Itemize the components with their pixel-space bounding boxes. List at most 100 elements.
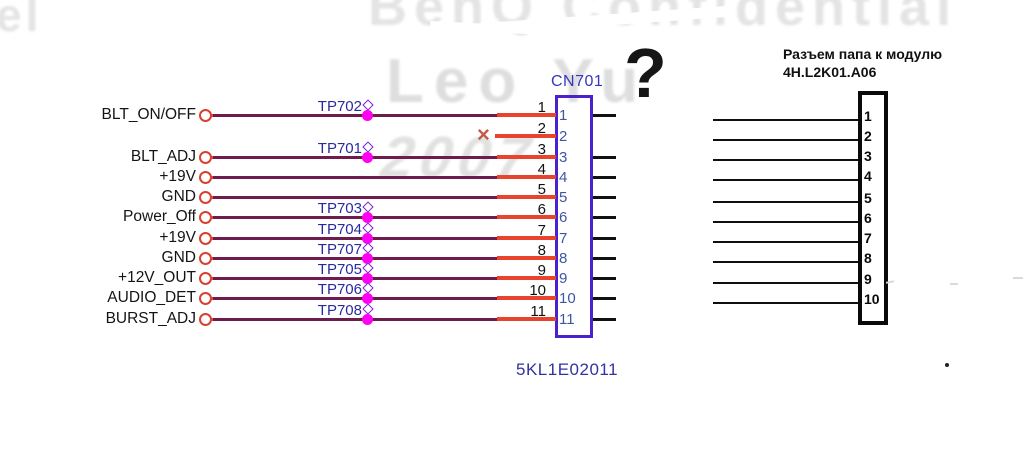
module-connector-box: [858, 91, 888, 325]
pin-number-inside-4: 4: [559, 169, 568, 186]
net-label-pin-11: BURST_ADJ: [105, 310, 196, 327]
module-pin-number-7: 7: [864, 230, 872, 246]
testpoint-node-dot: [362, 110, 373, 121]
watermark-fragment: el: [0, 0, 43, 41]
wire-dark-segment-pin-3: [213, 155, 497, 159]
wire-red-segment-pin-6: [497, 215, 556, 219]
module-pin-line-6: [713, 220, 858, 224]
pin-stub-pin-7: [593, 236, 616, 240]
testpoint-diamond-icon: [362, 141, 374, 153]
testpoint-node-dot: [362, 212, 373, 223]
testpoint-label-tp708: TP708: [317, 302, 362, 319]
testpoint-label-tp701: TP701: [317, 140, 362, 157]
wire-dark-segment-pin-1: [213, 113, 497, 117]
pin-number-outside-5: 5: [537, 181, 546, 198]
wire-dark-segment-pin-7: [213, 236, 497, 240]
module-pin-number-10: 10: [864, 291, 880, 307]
wire-red-segment-pin-3: [497, 155, 556, 159]
testpoint-label-tp705: TP705: [317, 261, 362, 278]
pin-number-outside-6: 6: [537, 201, 546, 218]
pin-stub-pin-5: [593, 195, 616, 199]
pin-number-inside-7: 7: [559, 230, 568, 247]
module-pin-number-2: 2: [864, 128, 872, 144]
testpoint-diamond-icon: [362, 303, 374, 315]
pin-number-inside-6: 6: [559, 209, 568, 226]
pin-stub-pin-9: [593, 276, 616, 280]
module-pin-line-9: [713, 281, 858, 285]
module-connector-title: Разъем папа к модулю: [783, 46, 943, 62]
module-connector-part-number: 4H.L2K01.A06: [783, 64, 877, 80]
part-number-cn701: 5KL1E02011: [516, 360, 619, 379]
module-pin-number-8: 8: [864, 250, 872, 266]
module-pin-line-1: [713, 118, 858, 122]
pin-number-inside-3: 3: [559, 149, 568, 166]
pin-stub-pin-6: [593, 215, 616, 219]
pin-number-outside-7: 7: [537, 222, 546, 239]
testpoint-diamond-icon: [362, 262, 374, 274]
testpoint-node-dot: [362, 314, 373, 325]
module-pin-line-2: [713, 138, 858, 142]
wire-dark-segment-pin-11: [213, 317, 497, 321]
module-pin-line-10: [713, 301, 858, 305]
pin-stub-pin-3: [593, 155, 616, 159]
net-label-pin-10: AUDIO_DET: [107, 289, 196, 306]
net-label-pin-4: +19V: [159, 168, 196, 185]
testpoint-diamond-icon: [362, 222, 374, 234]
testpoint-diamond-icon: [362, 282, 374, 294]
net-label-pin-5: GND: [161, 188, 196, 205]
pin-stub-pin-8: [593, 256, 616, 260]
testpoint-label-tp704: TP704: [317, 221, 362, 238]
wire-dark-segment-pin-9: [213, 276, 497, 280]
pin-number-outside-3: 3: [537, 141, 546, 158]
pin-number-outside-2: 2: [537, 120, 546, 137]
module-pin-line-4: [713, 178, 858, 182]
pin-stub-pin-11: [593, 317, 616, 321]
page-speck: [1013, 277, 1023, 279]
testpoint-node-dot: [362, 233, 373, 244]
module-pin-number-5: 5: [864, 190, 872, 206]
module-pin-line-8: [713, 260, 858, 264]
wire-red-segment-pin-5: [497, 195, 556, 199]
page-speck: [885, 280, 895, 284]
testpoint-label-tp707: TP707: [317, 241, 362, 258]
wire-red-segment-pin-4: [497, 175, 556, 179]
testpoint-label-tp702: TP702: [317, 98, 362, 115]
wire-red-segment-pin-7: [497, 236, 556, 240]
net-label-pin-7: +19V: [159, 229, 196, 246]
wire-red-segment-pin-11: [497, 317, 556, 321]
module-pin-line-7: [713, 240, 858, 244]
wire-dark-segment-pin-6: [213, 215, 497, 219]
pin-number-outside-9: 9: [537, 262, 546, 279]
watermark-name-text: Leo Yu: [386, 47, 649, 116]
testpoint-node-dot: [362, 293, 373, 304]
module-pin-line-3: [713, 158, 858, 162]
pin-number-outside-11: 11: [530, 303, 546, 320]
pin-stub-pin-10: [593, 296, 616, 300]
testpoint-diamond-icon: [362, 99, 374, 111]
refdes-cn701: CN701: [551, 73, 604, 90]
wire-red-segment-pin-2: [495, 134, 556, 138]
pin-number-outside-8: 8: [537, 242, 546, 259]
testpoint-diamond-icon: [362, 201, 374, 213]
wire-red-segment-pin-8: [497, 256, 556, 260]
page-speck: [950, 283, 958, 285]
wire-dark-segment-pin-4: [213, 175, 497, 179]
wire-dark-segment-pin-10: [213, 296, 497, 300]
testpoint-label-tp706: TP706: [317, 281, 362, 298]
connector-cn701-box: [555, 95, 593, 338]
net-label-pin-8: GND: [161, 249, 196, 266]
testpoint-diamond-icon: [362, 242, 374, 254]
module-pin-number-1: 1: [864, 108, 872, 124]
wire-dark-segment-pin-5: [213, 195, 497, 199]
pin-stub-pin-4: [593, 175, 616, 179]
pin-number-inside-8: 8: [559, 250, 568, 267]
module-pin-line-5: [713, 200, 858, 204]
pin-number-outside-10: 10: [529, 282, 546, 299]
net-label-pin-9: +12V_OUT: [118, 269, 196, 286]
wire-red-segment-pin-10: [497, 296, 556, 300]
testpoint-node-dot: [362, 152, 373, 163]
module-pin-number-9: 9: [864, 271, 872, 287]
pin-number-inside-11: 11: [559, 311, 575, 328]
pin-number-inside-9: 9: [559, 270, 568, 287]
